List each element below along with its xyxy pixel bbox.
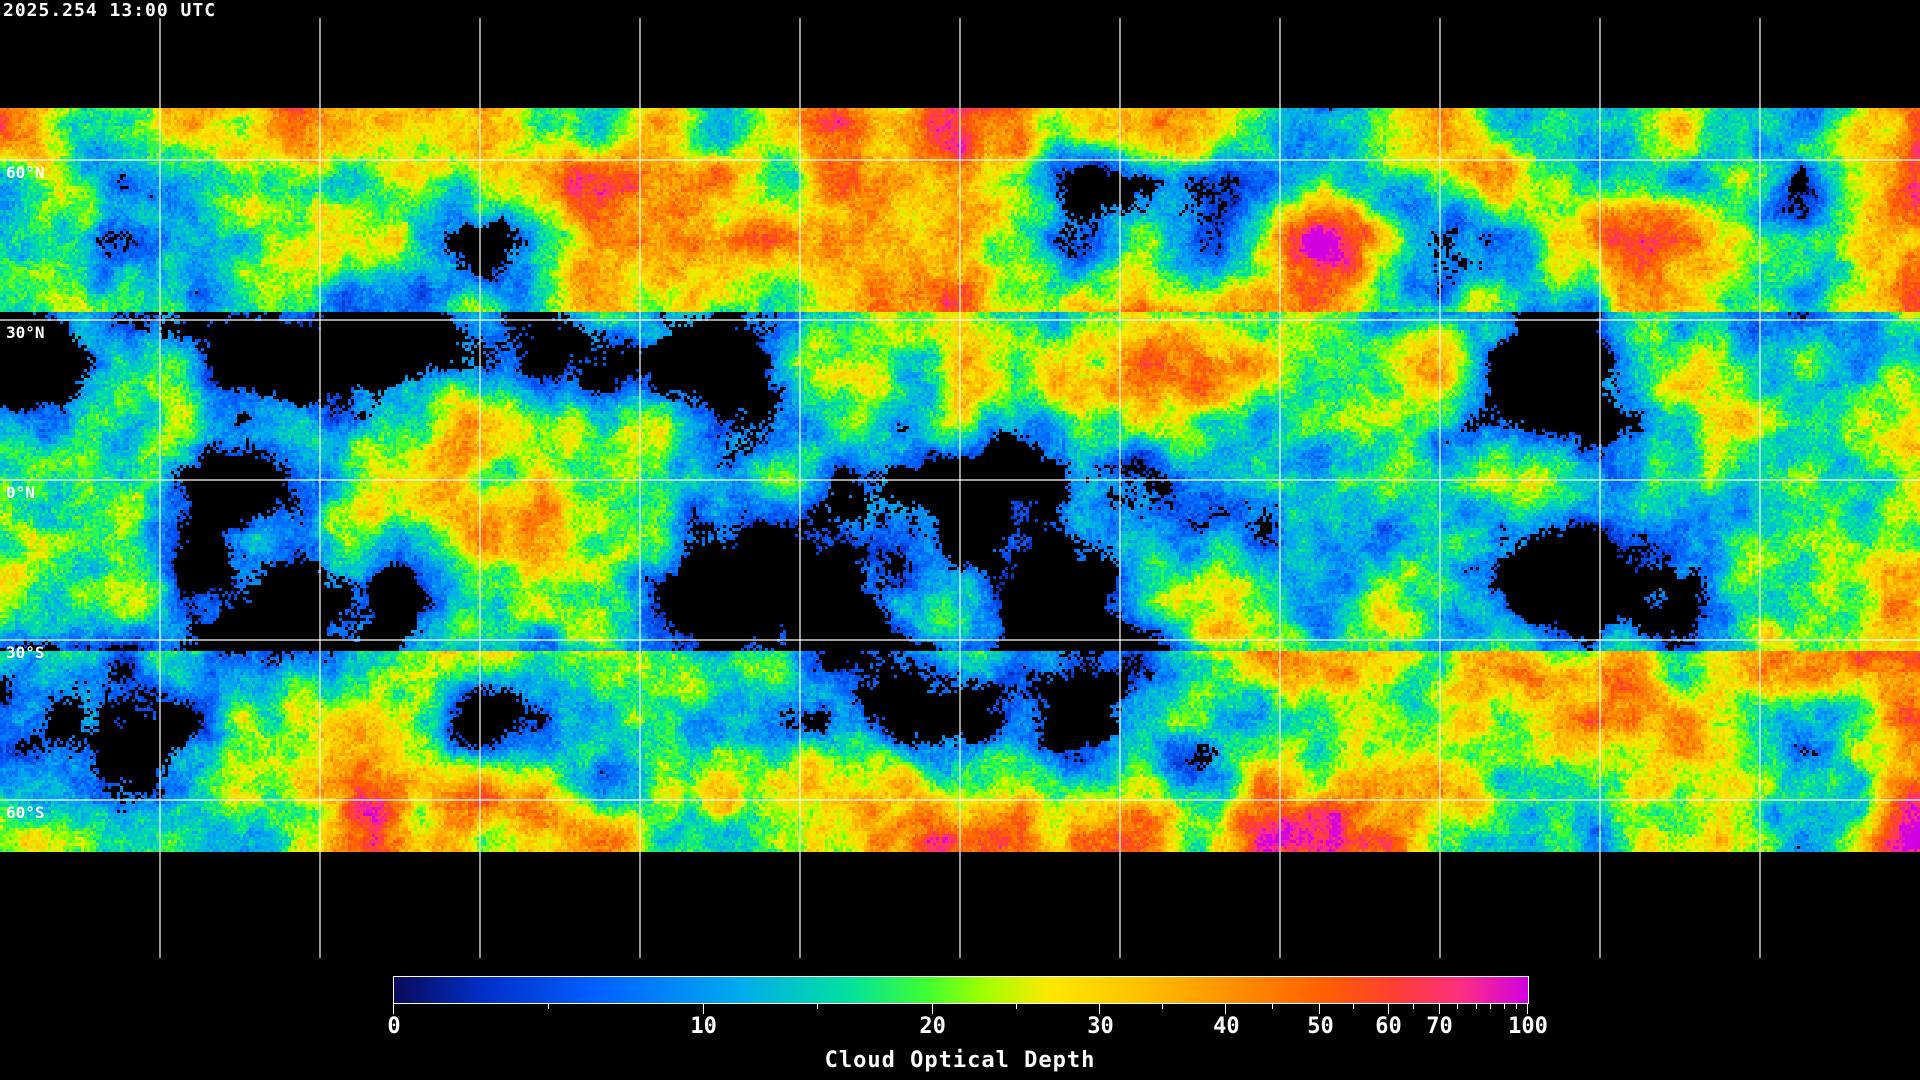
colorbar-major-tick — [1319, 1004, 1321, 1014]
colorbar-major-tick — [702, 1004, 704, 1014]
lat-label-30n: 30°N — [6, 323, 45, 342]
colorbar-minor-tick — [1490, 1004, 1492, 1009]
colorbar-minor-tick — [1353, 1004, 1355, 1009]
lat-label-60s: 60°S — [6, 803, 45, 822]
colorbar-minor-tick — [1457, 1004, 1459, 1009]
colorbar-tick-label: 30 — [1087, 1014, 1114, 1039]
lat-lon-grid — [0, 18, 1920, 958]
colorbar-major-tick — [1099, 1004, 1101, 1014]
colorbar-tick-label: 60 — [1375, 1014, 1402, 1039]
colorbar-minor-tick — [817, 1004, 819, 1009]
colorbar-title: Cloud Optical Depth — [824, 1048, 1096, 1073]
colorbar-tick-label: 0 — [387, 1014, 401, 1039]
colorbar-minor-tick — [1015, 1004, 1017, 1009]
colorbar-minor-tick — [1413, 1004, 1415, 1009]
colorbar-major-tick — [931, 1004, 933, 1014]
colorbar-tick-label: 40 — [1213, 1014, 1240, 1039]
colorbar-minor-tick — [1162, 1004, 1164, 1009]
colorbar-minor-tick — [1504, 1004, 1506, 1009]
colorbar-tick-label: 10 — [690, 1014, 717, 1039]
lat-label-60n: 60°N — [6, 163, 45, 182]
colorbar-major-tick — [1387, 1004, 1389, 1014]
colorbar-tick-label: 70 — [1426, 1014, 1453, 1039]
colorbar — [393, 976, 1529, 1004]
colorbar-minor-tick — [1515, 1004, 1517, 1009]
colorbar-major-tick — [1225, 1004, 1227, 1014]
colorbar-major-tick — [1438, 1004, 1440, 1014]
colorbar-tick-label: 20 — [919, 1014, 946, 1039]
lat-label-30s: 30°S — [6, 643, 45, 662]
colorbar-minor-tick — [547, 1004, 549, 1009]
colorbar-minor-tick — [1272, 1004, 1274, 1009]
colorbar-major-tick — [1527, 1004, 1528, 1014]
colorbar-tick-label: 50 — [1307, 1014, 1334, 1039]
colorbar-major-tick — [393, 1004, 394, 1014]
colorbar-tick-label: 100 — [1508, 1014, 1548, 1039]
lat-label-0n: 0°N — [6, 483, 35, 502]
colorbar-minor-tick — [1475, 1004, 1477, 1009]
timestamp: 2025.254 13:00 UTC — [3, 0, 217, 21]
